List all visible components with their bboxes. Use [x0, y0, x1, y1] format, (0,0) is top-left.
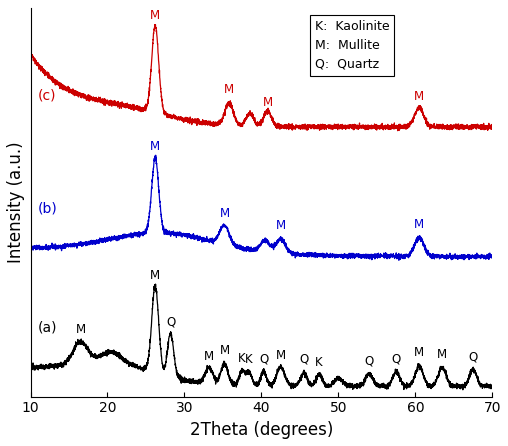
X-axis label: 2Theta (degrees): 2Theta (degrees) — [189, 421, 333, 439]
Text: Q: Q — [392, 352, 401, 365]
Text: M: M — [150, 140, 160, 153]
Y-axis label: Intensity (a.u.): Intensity (a.u.) — [7, 141, 25, 263]
Text: Q: Q — [468, 351, 478, 363]
Text: (c): (c) — [38, 89, 57, 103]
Text: M: M — [150, 269, 160, 282]
Text: Q: Q — [365, 355, 374, 368]
Text: Q: Q — [299, 353, 308, 366]
Text: Q: Q — [166, 315, 175, 329]
Text: M: M — [204, 350, 214, 363]
Text: M: M — [414, 346, 424, 359]
Text: M: M — [275, 349, 285, 362]
Text: M: M — [437, 348, 448, 361]
Text: M: M — [76, 323, 85, 336]
Text: K: K — [238, 352, 246, 365]
Text: M: M — [263, 96, 273, 109]
Text: M: M — [219, 343, 230, 356]
Text: M: M — [414, 218, 424, 231]
Text: (a): (a) — [38, 321, 58, 335]
Text: K:  Kaolinite
M:  Mullite
Q:  Quartz: K: Kaolinite M: Mullite Q: Quartz — [314, 20, 389, 70]
Text: Q: Q — [259, 352, 268, 365]
Text: (b): (b) — [38, 202, 58, 215]
Text: K: K — [315, 355, 323, 368]
Text: M: M — [275, 219, 285, 231]
Text: M: M — [219, 207, 230, 220]
Text: M: M — [224, 83, 234, 96]
Text: M: M — [150, 8, 160, 21]
Text: K: K — [245, 353, 253, 366]
Text: M: M — [414, 90, 424, 103]
